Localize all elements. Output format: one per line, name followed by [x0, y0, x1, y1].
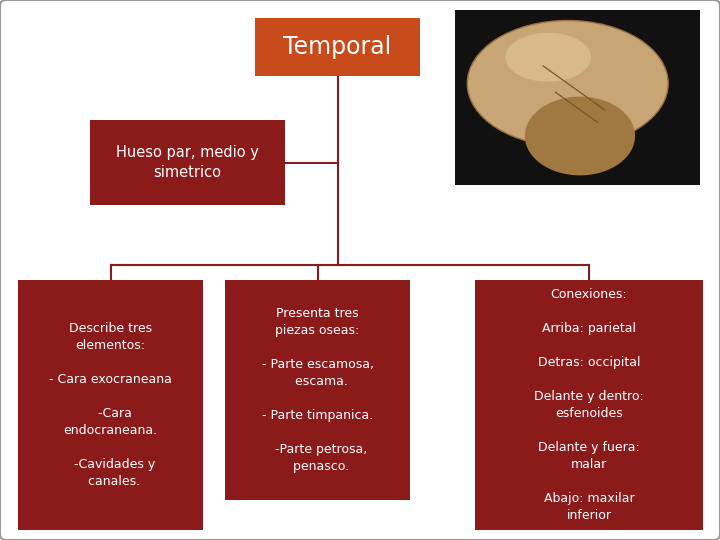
Text: Describe tres
elementos:

- Cara exocraneana

  -Cara
endocraneana.

  -Cavidade: Describe tres elementos: - Cara exocrane…: [49, 322, 172, 488]
Text: Hueso par, medio y
simetrico: Hueso par, medio y simetrico: [116, 145, 259, 180]
FancyBboxPatch shape: [225, 280, 410, 500]
Text: Presenta tres
piezas oseas:

- Parte escamosa,
  escama.

- Parte timpanica.

  : Presenta tres piezas oseas: - Parte esca…: [261, 307, 374, 473]
Ellipse shape: [467, 21, 668, 146]
FancyBboxPatch shape: [255, 18, 420, 76]
Text: Conexiones:

Arriba: parietal

Detras: occipital

Delante y dentro:
esfenoides

: Conexiones: Arriba: parietal Detras: occ…: [534, 288, 644, 522]
Text: Temporal: Temporal: [284, 35, 392, 59]
FancyBboxPatch shape: [90, 120, 285, 205]
FancyBboxPatch shape: [18, 280, 203, 530]
Ellipse shape: [525, 97, 635, 176]
Ellipse shape: [505, 33, 591, 82]
FancyBboxPatch shape: [455, 10, 700, 185]
FancyBboxPatch shape: [475, 280, 703, 530]
